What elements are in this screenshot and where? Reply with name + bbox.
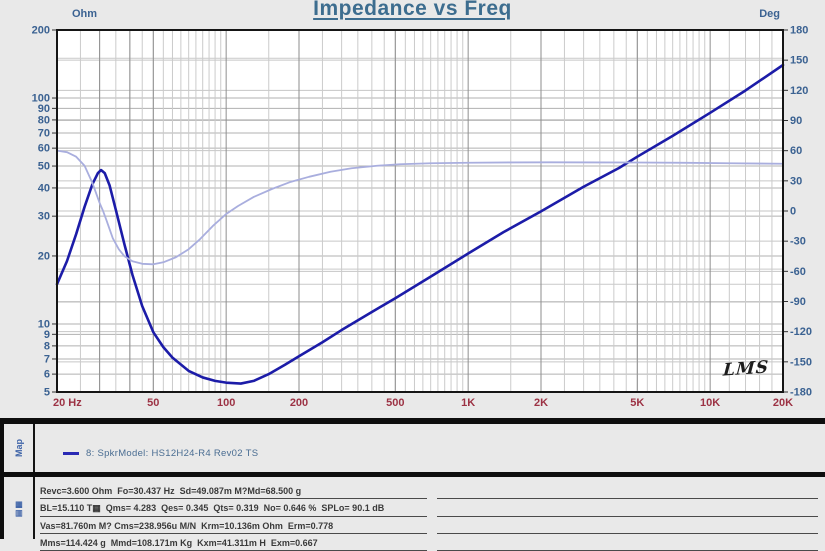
axis-tick-label: 20 Hz xyxy=(53,397,82,409)
plot-border xyxy=(56,29,784,393)
axis-tick-label: 20K xyxy=(773,397,793,409)
params-section: ▤▦ Revc=3.600 Ohm Fo=30.437 Hz Sd=49.087… xyxy=(0,477,825,551)
legend-item-label: 8: SpkrModel: HS12H24-R4 Rev02 TS xyxy=(86,447,259,459)
axis-tick-label: -120 xyxy=(790,326,812,338)
param-line-2: BL=15.110 T▦ Qms= 4.283 Qes= 0.345 Qts= … xyxy=(40,503,427,517)
axis-tick-label: 9 xyxy=(44,329,50,341)
axis-tick-label: 100 xyxy=(217,397,235,409)
axis-tick-label: -150 xyxy=(790,356,812,368)
impedance-plot: 2001009080706050403020109876518015012090… xyxy=(32,8,812,409)
axis-tick-label: -60 xyxy=(790,266,806,278)
axis-tick-label: 100 xyxy=(32,93,50,105)
axis-labels: 2001009080706050403020109876518015012090… xyxy=(32,8,812,409)
phase-curve xyxy=(56,149,784,266)
axis-tick-label: 40 xyxy=(38,182,50,194)
axis-tick-label: 200 xyxy=(32,25,50,37)
axis-tick-label: 20 xyxy=(38,250,50,262)
axis-tick-label: 180 xyxy=(790,25,808,37)
axis-tick-label: 1K xyxy=(461,397,475,409)
axis-tick-label: 70 xyxy=(38,128,50,140)
axis-tick-label: 5 xyxy=(44,387,50,399)
left-axis-caption: Ohm xyxy=(72,8,97,20)
axis-tick-label: 7 xyxy=(44,353,50,365)
legend-sidebar-label: Map xyxy=(13,439,24,457)
axis-tick-label: 60 xyxy=(38,143,50,155)
axis-tick-label: 60 xyxy=(790,145,802,157)
axis-tick-label: 10K xyxy=(700,397,720,409)
section-divider xyxy=(0,418,825,424)
axis-tick-label: 50 xyxy=(147,397,159,409)
param-blank-line xyxy=(437,487,818,500)
legend-sidebar: Map xyxy=(4,424,35,472)
axis-tick-label: -30 xyxy=(790,236,806,248)
axis-tick-label: 50 xyxy=(38,161,50,173)
axis-tick-label: 90 xyxy=(38,103,50,115)
impedance-curve xyxy=(55,63,785,385)
axis-tick-label: 0 xyxy=(790,206,796,218)
param-blank-line xyxy=(437,539,818,551)
axis-tick-label: 30 xyxy=(790,175,802,187)
axis-tick-label: 10 xyxy=(38,318,50,330)
param-row: Revc=3.600 Ohm Fo=30.437 Hz Sd=49.087m M… xyxy=(40,482,818,500)
params-sidebar-label: ▤▦ xyxy=(14,499,23,517)
section-divider xyxy=(0,472,825,477)
param-line-1: Revc=3.600 Ohm Fo=30.437 Hz Sd=49.087m M… xyxy=(40,486,427,500)
axis-tick-label: 500 xyxy=(386,397,404,409)
axis-tick-label: 90 xyxy=(790,115,802,127)
axis-tick-label: 150 xyxy=(790,55,808,67)
axis-tick-label: 200 xyxy=(290,397,308,409)
axis-tick-label: 5K xyxy=(630,397,644,409)
chart-region: 200 100 90 80 70 60 50 40 30 20 10 9 8 7 6 5 180 150 120 90… xyxy=(31,0,813,409)
chart-title: Impedance vs Freq xyxy=(313,0,512,20)
param-line-3: Vas=81.760m M? Cms=238.956u M/N Krm=10.1… xyxy=(40,521,427,534)
legend-line-swatch xyxy=(63,452,79,455)
axis-tick-label: 80 xyxy=(38,114,50,126)
param-blank-line xyxy=(437,505,818,517)
grid xyxy=(57,30,783,392)
params-sidebar: ▤▦ xyxy=(4,477,35,539)
axis-tick-label: 30 xyxy=(38,211,50,223)
axis-tick-label: -180 xyxy=(790,387,812,399)
param-row: Mms=114.424 g Mmd=108.171m Kg Kxm=41.311… xyxy=(40,534,818,551)
param-line-4: Mms=114.424 g Mmd=108.171m Kg Kxm=41.311… xyxy=(40,538,427,551)
legend-item: 8: SpkrModel: HS12H24-R4 Rev02 TS xyxy=(35,424,258,472)
param-row: BL=15.110 T▦ Qms= 4.283 Qes= 0.345 Qts= … xyxy=(40,499,818,517)
axis-tick-label: 120 xyxy=(790,85,808,97)
axis-tick-label: 8 xyxy=(44,340,50,352)
axis-tick-label: 6 xyxy=(44,369,50,381)
params-content: Revc=3.600 Ohm Fo=30.437 Hz Sd=49.087m M… xyxy=(35,477,825,551)
param-row: Vas=81.760m M? Cms=238.956u M/N Krm=10.1… xyxy=(40,517,818,534)
lms-logo: LMS xyxy=(722,357,770,381)
legend-section: Map 8: SpkrModel: HS12H24-R4 Rev02 TS xyxy=(0,424,825,472)
axis-tick-label: 2K xyxy=(534,397,548,409)
right-axis-caption: Deg xyxy=(759,8,780,20)
axis-tick-label: -90 xyxy=(790,296,806,308)
param-blank-line xyxy=(437,522,818,534)
